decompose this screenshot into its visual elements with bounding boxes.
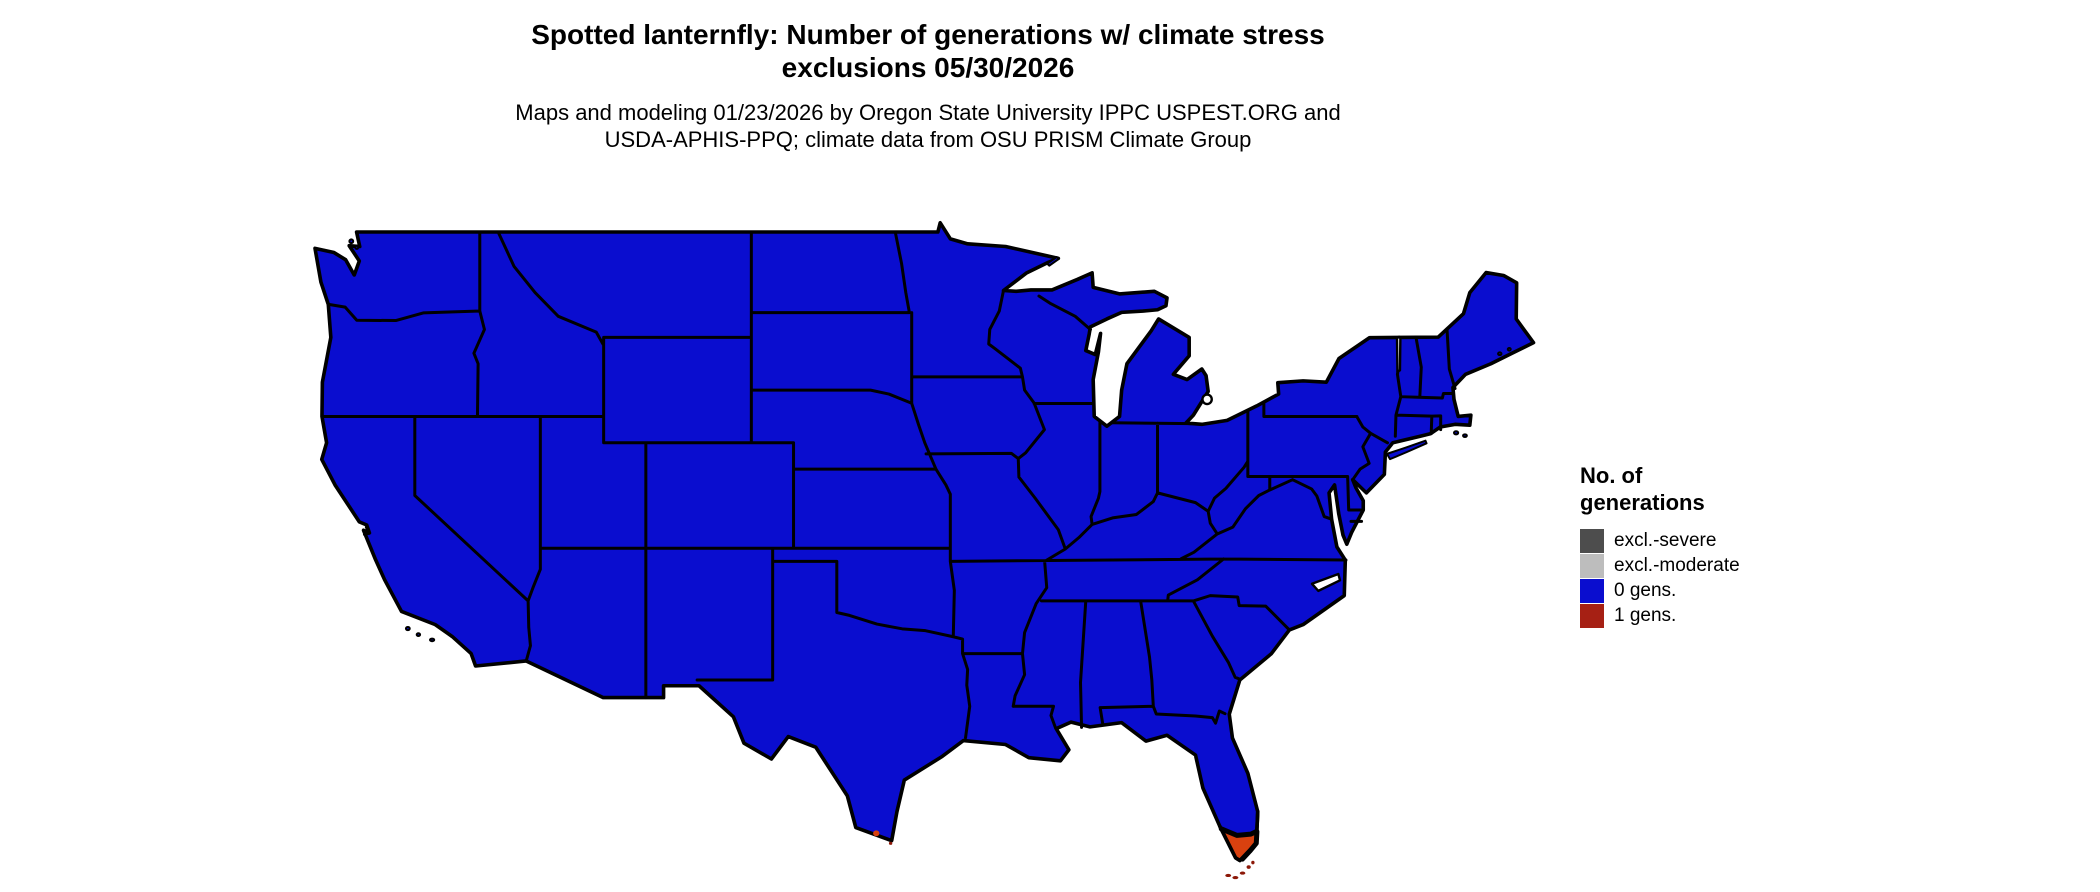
page-title-line2: exclusions 05/30/2026 xyxy=(781,52,1075,83)
page-title: Spotted lanternfly: Number of generation… xyxy=(0,18,1856,84)
legend-swatch xyxy=(1580,528,1604,553)
pamlico-sound xyxy=(1312,574,1340,591)
florida-coastline-restroke xyxy=(1220,812,1258,861)
maine-island-2 xyxy=(1508,348,1511,351)
channel-island-1 xyxy=(406,627,410,630)
san-juan-island-2 xyxy=(355,246,358,249)
legend-item-label: 0 gens. xyxy=(1614,579,1677,601)
legend-swatch xyxy=(1580,553,1604,578)
channel-island-3 xyxy=(430,639,434,642)
inland-water xyxy=(364,337,1400,590)
islands xyxy=(349,239,1510,641)
marthas-vineyard xyxy=(1454,431,1458,434)
isle-royale xyxy=(1047,257,1059,266)
page-subtitle-line2: USDA-APHIS-PPQ; climate data from OSU PR… xyxy=(604,127,1252,152)
legend-title-line2: generations xyxy=(1580,490,1705,515)
legend-items: excl.-severe excl.-moderate 0 gens. 1 gens. xyxy=(1580,528,1840,628)
legend-item: 0 gens. xyxy=(1580,578,1840,603)
legend-swatch xyxy=(1580,603,1604,628)
page-subtitle: Maps and modeling 01/23/2026 by Oregon S… xyxy=(0,99,1856,153)
legend-item-label: excl.-severe xyxy=(1614,529,1717,551)
san-francisco-bay xyxy=(364,527,369,534)
legend-item-label: excl.-moderate xyxy=(1614,554,1740,576)
legend-item: 1 gens. xyxy=(1580,603,1840,628)
page-title-line1: Spotted lanternfly: Number of generation… xyxy=(531,19,1325,50)
legend-title-line1: No. of xyxy=(1580,463,1643,488)
florida-keys-one-gen xyxy=(1225,860,1255,880)
legend-item-label: 1 gens. xyxy=(1614,604,1677,626)
page-subtitle-line1: Maps and modeling 01/23/2026 by Oregon S… xyxy=(515,100,1341,125)
maine-island-1 xyxy=(1498,352,1501,355)
lake-champlain xyxy=(1397,337,1400,371)
lake-st-clair xyxy=(1202,395,1211,404)
legend-swatch xyxy=(1580,578,1604,603)
legend: No. of generations excl.-severe excl.-mod… xyxy=(1580,462,1840,628)
title-block: Spotted lanternfly: Number of generation… xyxy=(0,18,1856,153)
nantucket xyxy=(1463,434,1467,437)
texas-one-gen-specks xyxy=(873,830,893,845)
legend-item: excl.-moderate xyxy=(1580,553,1840,578)
legend-item: excl.-severe xyxy=(1580,528,1840,553)
long-island xyxy=(1387,441,1427,459)
legend-title: No. of generations xyxy=(1580,462,1840,516)
channel-island-2 xyxy=(417,633,420,636)
san-juan-island-1 xyxy=(349,239,353,243)
us-map-land xyxy=(315,223,1534,861)
